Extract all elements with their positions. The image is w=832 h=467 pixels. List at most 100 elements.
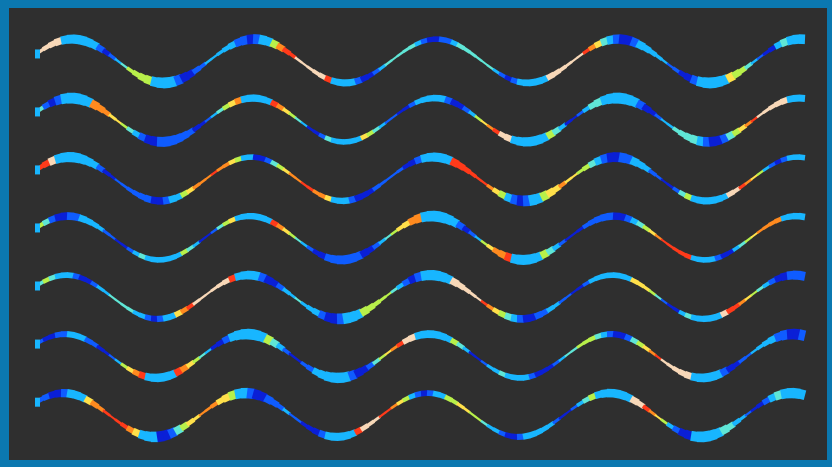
wave-segment — [359, 305, 370, 317]
wave-segment — [347, 429, 358, 439]
wave-segment — [210, 111, 219, 119]
wave-segment — [498, 429, 507, 438]
wave-segment — [306, 245, 315, 253]
wave-segment — [288, 232, 297, 240]
wave-segment — [600, 213, 609, 222]
wave-segment — [443, 273, 454, 285]
wave-segment — [600, 272, 609, 280]
wave-segment — [623, 34, 634, 46]
wave-segment — [581, 163, 592, 172]
wave-segment — [378, 63, 387, 72]
wave-segment — [539, 424, 550, 433]
wave-segment — [102, 349, 111, 357]
wave-segment — [72, 152, 81, 164]
wave-segment — [498, 370, 507, 378]
wave-segment — [60, 152, 69, 163]
wave-segment — [96, 284, 105, 293]
wave-segment — [54, 389, 63, 398]
wave-segment — [455, 341, 466, 350]
wave-segment — [497, 249, 508, 260]
wave-segment — [401, 277, 412, 287]
wave-segment — [41, 159, 52, 169]
wave-segment — [330, 372, 339, 384]
wave-segment — [545, 304, 556, 313]
wave-segment — [743, 61, 754, 70]
wave-segment — [564, 408, 573, 416]
wave-segment — [66, 389, 75, 399]
wave-segment — [95, 224, 106, 233]
wave-segment — [492, 427, 501, 435]
wave-segment — [72, 212, 81, 222]
wave-segment — [251, 329, 262, 342]
wave-segment — [648, 229, 657, 237]
wave-segment — [204, 231, 213, 239]
wave-segment — [132, 249, 141, 258]
wave-segment — [137, 192, 148, 202]
wave-segment — [492, 367, 501, 375]
wave-segment — [83, 395, 94, 406]
wave-start-cap — [35, 281, 40, 291]
wave-segment — [323, 311, 334, 323]
wave-segment — [762, 48, 771, 57]
wave-segment — [131, 129, 142, 139]
wave-segment — [311, 248, 322, 257]
wave-segment — [305, 424, 316, 433]
wave-segment — [317, 72, 328, 81]
wave-segment — [53, 153, 64, 165]
wave-segment — [707, 371, 718, 382]
wave-segment — [47, 155, 58, 166]
wave-segment — [731, 417, 742, 427]
wave-segment — [719, 309, 730, 318]
wave-segment — [41, 217, 52, 227]
wave-segment — [468, 50, 477, 58]
wave-segment — [137, 429, 148, 441]
wave-segment — [114, 298, 123, 306]
wave-segment — [468, 350, 477, 359]
wave-segment — [599, 36, 610, 47]
wave-segment — [210, 53, 219, 61]
wave-segment — [408, 392, 417, 400]
wave-segment — [456, 401, 465, 410]
wave-segment — [179, 305, 190, 315]
wave-segment — [408, 42, 417, 50]
wave-segment — [773, 40, 784, 50]
wave-segment — [275, 163, 286, 172]
wave-segment — [666, 62, 675, 70]
wave-segment — [666, 242, 675, 250]
wave-segment — [41, 392, 52, 402]
wave-segment — [275, 223, 286, 232]
wave-segment — [179, 363, 190, 373]
wave-segment — [186, 244, 195, 252]
wave-segment — [522, 314, 531, 323]
wave-segment — [119, 422, 130, 430]
wave-segment — [713, 135, 724, 146]
wave-segment — [191, 123, 202, 133]
wave-segment — [126, 306, 135, 314]
wave-start-cap — [35, 107, 40, 117]
wave-segment — [504, 74, 513, 83]
wave-segment — [599, 153, 610, 164]
wave-segment — [731, 127, 742, 137]
wave-segment — [179, 189, 190, 198]
wave-segment — [233, 329, 244, 341]
wave-segment — [474, 175, 483, 183]
wave-segment — [731, 359, 742, 369]
wave-segment — [192, 240, 201, 248]
wave-segment — [731, 68, 742, 80]
wave-segment — [654, 113, 663, 121]
wave-segment — [587, 100, 598, 110]
wave-segment — [780, 271, 789, 282]
wave-segment — [606, 152, 615, 163]
wave-segment — [365, 419, 376, 428]
wave-segment — [275, 282, 286, 292]
wave-segment — [198, 235, 207, 244]
wave-segment — [162, 255, 171, 263]
wave-segment — [761, 338, 772, 348]
wave-segment — [83, 96, 94, 108]
wave-segment — [252, 270, 261, 282]
wave-segment — [384, 290, 393, 298]
wave-segment — [269, 398, 280, 408]
wave-segment — [371, 183, 382, 192]
wave-segment — [576, 225, 585, 233]
wave-segment — [510, 76, 519, 85]
